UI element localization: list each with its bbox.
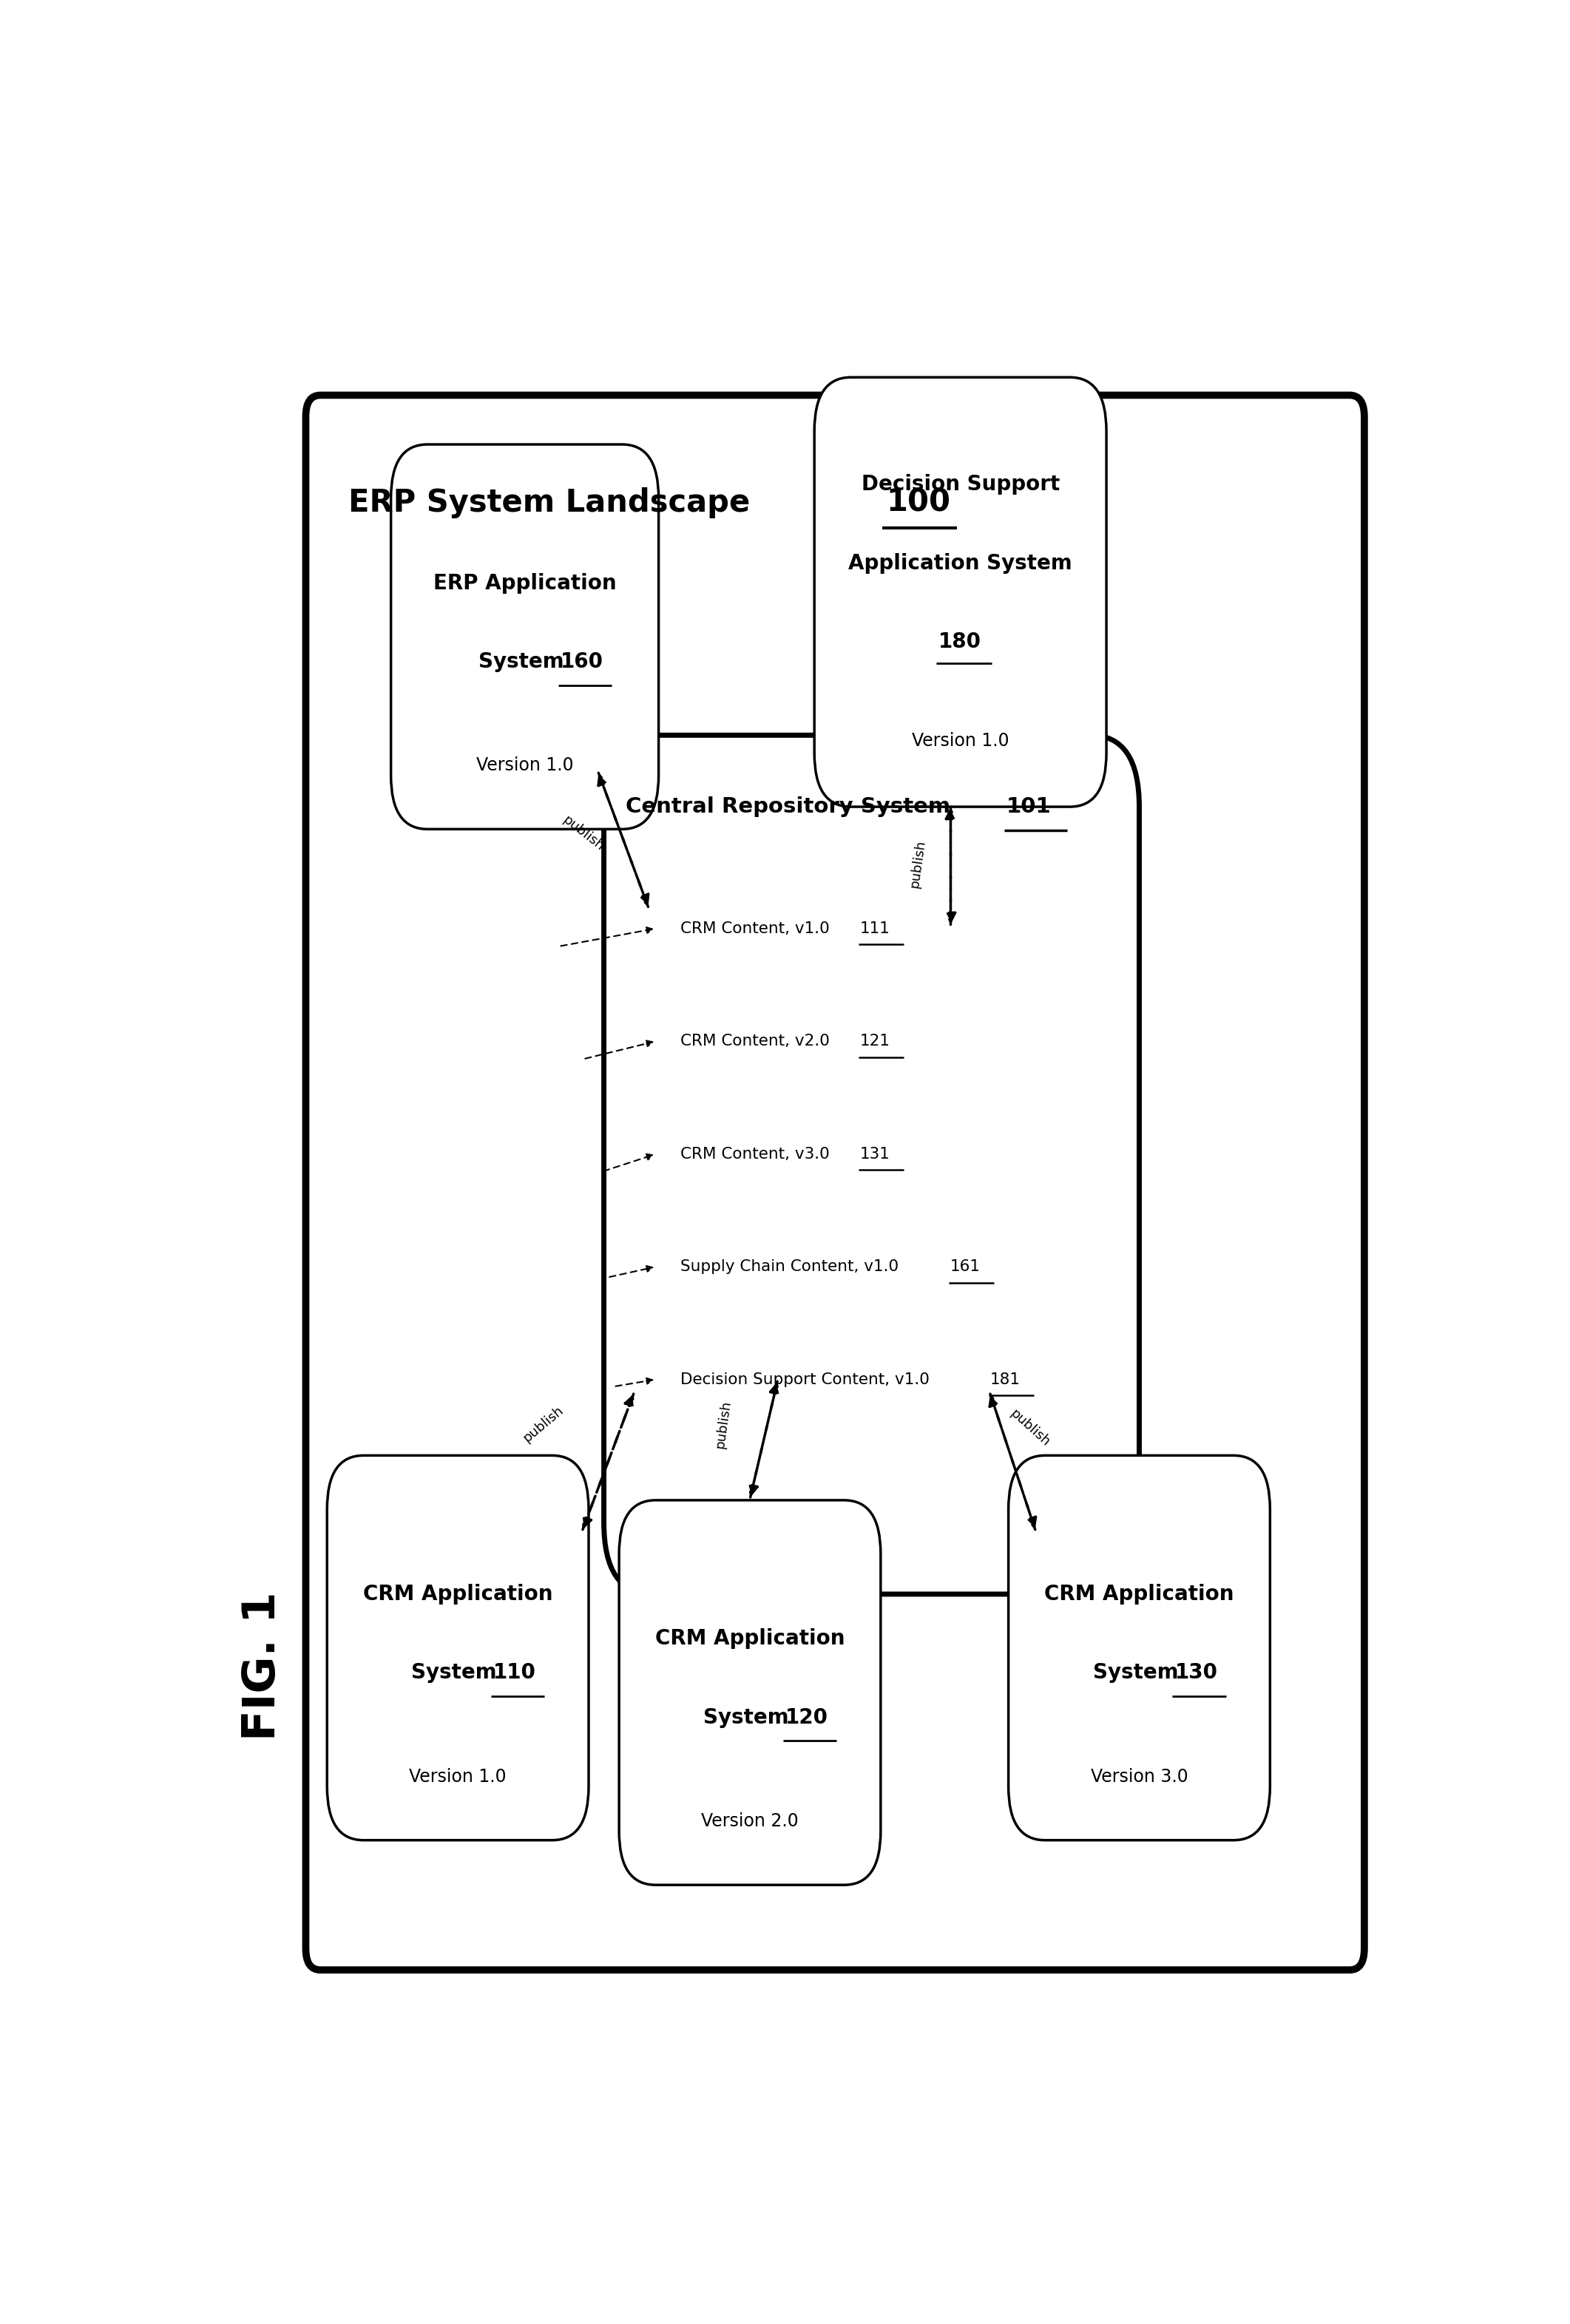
Text: 130: 130 (1174, 1662, 1218, 1683)
Text: Application System: Application System (848, 553, 1072, 574)
FancyBboxPatch shape (391, 444, 659, 830)
FancyBboxPatch shape (327, 1455, 589, 1841)
Text: System: System (703, 1708, 796, 1729)
Text: 101: 101 (1006, 797, 1052, 818)
Text: System: System (479, 651, 571, 672)
FancyBboxPatch shape (619, 1501, 881, 1885)
Text: Version 1.0: Version 1.0 (410, 1769, 507, 1785)
Text: Supply Chain Content, v1.0: Supply Chain Content, v1.0 (680, 1260, 904, 1274)
Text: CRM Application: CRM Application (655, 1629, 845, 1650)
Text: 131: 131 (860, 1146, 890, 1162)
Text: Decision Support Content, v1.0: Decision Support Content, v1.0 (680, 1371, 934, 1387)
Text: 121: 121 (860, 1034, 890, 1048)
Text: 180: 180 (939, 632, 981, 653)
Text: Version 2.0: Version 2.0 (702, 1813, 799, 1831)
Text: 111: 111 (860, 920, 890, 937)
Text: publish: publish (713, 1399, 733, 1448)
Text: Version 3.0: Version 3.0 (1091, 1769, 1188, 1785)
Text: publish: publish (520, 1404, 565, 1446)
Text: Decision Support: Decision Support (862, 474, 1060, 495)
Text: publish: publish (1008, 1406, 1052, 1448)
Text: ERP Application: ERP Application (433, 572, 617, 593)
Text: publish: publish (907, 839, 928, 888)
Text: CRM Content, v3.0: CRM Content, v3.0 (680, 1146, 835, 1162)
Text: 181: 181 (989, 1371, 1021, 1387)
Text: ERP System Landscape: ERP System Landscape (349, 488, 761, 518)
Text: 120: 120 (785, 1708, 829, 1729)
Text: Central Repository System: Central Repository System (626, 797, 958, 818)
FancyBboxPatch shape (306, 395, 1364, 1971)
Text: 100: 100 (885, 488, 950, 518)
FancyBboxPatch shape (815, 376, 1107, 806)
FancyBboxPatch shape (604, 734, 1140, 1594)
Text: FIG. 1: FIG. 1 (242, 1592, 286, 1741)
Text: 160: 160 (560, 651, 603, 672)
Text: Version 1.0: Version 1.0 (476, 758, 573, 774)
Text: System: System (411, 1662, 504, 1683)
Text: System: System (1093, 1662, 1185, 1683)
Text: CRM Content, v2.0: CRM Content, v2.0 (680, 1034, 835, 1048)
Text: 161: 161 (950, 1260, 980, 1274)
FancyBboxPatch shape (1008, 1455, 1270, 1841)
Text: CRM Application: CRM Application (363, 1583, 553, 1604)
Text: CRM Content, v1.0: CRM Content, v1.0 (680, 920, 835, 937)
Text: 110: 110 (493, 1662, 537, 1683)
Text: CRM Application: CRM Application (1044, 1583, 1234, 1604)
Text: publish: publish (560, 813, 606, 853)
Text: Version 1.0: Version 1.0 (912, 732, 1010, 748)
